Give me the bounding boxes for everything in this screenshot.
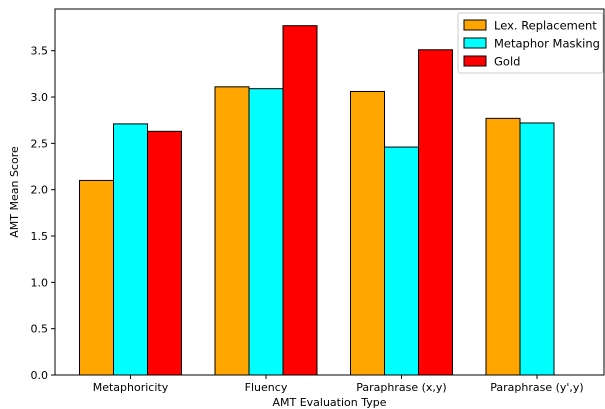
bar-metaphor-masking-2	[384, 146, 419, 376]
y-tick-label: 0.0	[31, 369, 49, 382]
y-tick-label: 2.5	[31, 137, 49, 150]
y-axis-label: AMT Mean Score	[8, 146, 21, 238]
bar-lex-replacement-0	[79, 179, 114, 376]
x-axis: Metaphoricity Fluency Paraphrase (x,y) Para…	[93, 375, 584, 394]
y-tick-label: 3.0	[31, 91, 49, 104]
legend-label: Metaphor Masking	[494, 37, 600, 51]
y-axis: 0.0 0.5 1.0 1.5 2.0 2.5 3.0 3.5	[31, 45, 55, 382]
legend: Lex. Replacement Metaphor Masking Gold	[457, 12, 604, 74]
legend-swatch	[463, 19, 487, 31]
bar-lex-replacement-1	[214, 86, 250, 376]
y-tick-label: 1.5	[31, 230, 49, 243]
y-tick-label: 2.0	[31, 184, 49, 197]
bar-metaphor-masking-1	[248, 88, 284, 376]
legend-label: Gold	[494, 55, 520, 69]
bar-metaphor-masking-0	[113, 123, 148, 376]
x-tick-label: Fluency	[245, 381, 288, 394]
bar-gold-1	[282, 25, 318, 376]
bars-group	[79, 25, 555, 376]
y-tick-label: 0.5	[31, 323, 49, 336]
x-tick-label: Paraphrase (y',y)	[490, 381, 583, 394]
y-tick-label: 3.5	[31, 45, 49, 58]
plot-frame	[54, 8, 605, 376]
x-tick-label: Metaphoricity	[93, 381, 169, 394]
y-tick-label: 1.0	[31, 276, 49, 289]
bar-metaphor-masking-3	[519, 122, 555, 376]
legend-swatch	[463, 37, 487, 49]
x-tick-label: Paraphrase (x,y)	[356, 381, 446, 394]
legend-swatch	[463, 55, 487, 67]
legend-label: Lex. Replacement	[494, 19, 597, 33]
bar-lex-replacement-2	[350, 90, 385, 376]
legend-box	[457, 12, 604, 74]
x-axis-label: AMT Evaluation Type	[272, 396, 386, 409]
bar-gold-2	[418, 49, 453, 376]
bar-gold-0	[147, 130, 182, 376]
bar-lex-replacement-3	[485, 117, 521, 376]
